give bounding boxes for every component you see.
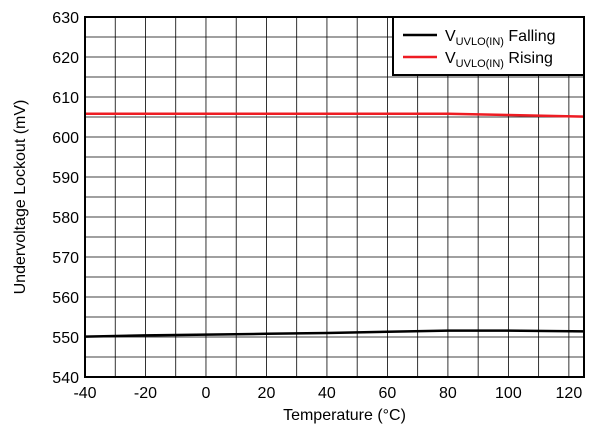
series-line-falling bbox=[84, 329, 585, 338]
y-tick-label: 610 bbox=[52, 90, 79, 107]
x-tick-label: 20 bbox=[258, 385, 276, 402]
legend-label: VUVLO(IN) Falling bbox=[445, 28, 556, 48]
grid-layer bbox=[85, 17, 584, 377]
y-axis-title: Undervoltage Lockout (mV) bbox=[12, 100, 29, 295]
x-axis-title: Temperature (°C) bbox=[283, 407, 406, 424]
x-tick-label: 80 bbox=[439, 385, 457, 402]
legend-box bbox=[392, 16, 585, 76]
x-tick-label: 120 bbox=[556, 385, 583, 402]
y-tick-label: 590 bbox=[52, 170, 79, 187]
x-tick-label: 60 bbox=[379, 385, 397, 402]
x-tick-label: -40 bbox=[73, 385, 96, 402]
y-tick-label: 560 bbox=[52, 290, 79, 307]
x-tick-label: 100 bbox=[495, 385, 522, 402]
series-layer bbox=[84, 112, 585, 338]
x-tick-label: 0 bbox=[202, 385, 211, 402]
tick-labels: -40 -20 0 20 40 60 80 100 120 540 550 560 570 580 590 6… bbox=[52, 10, 582, 402]
x-tick-label: 40 bbox=[318, 385, 336, 402]
y-tick-label: 540 bbox=[52, 370, 79, 387]
y-tick-label: 570 bbox=[52, 250, 79, 267]
legend-label: VUVLO(IN) Rising bbox=[445, 50, 553, 70]
series-line-rising bbox=[85, 112, 585, 118]
x-tick-label: -20 bbox=[134, 385, 157, 402]
y-tick-label: 580 bbox=[52, 210, 79, 227]
y-tick-label: 550 bbox=[52, 330, 79, 347]
y-tick-label: 620 bbox=[52, 50, 79, 67]
y-tick-label: 630 bbox=[52, 10, 79, 27]
y-tick-label: 600 bbox=[52, 130, 79, 147]
plot-frame bbox=[84, 16, 585, 378]
